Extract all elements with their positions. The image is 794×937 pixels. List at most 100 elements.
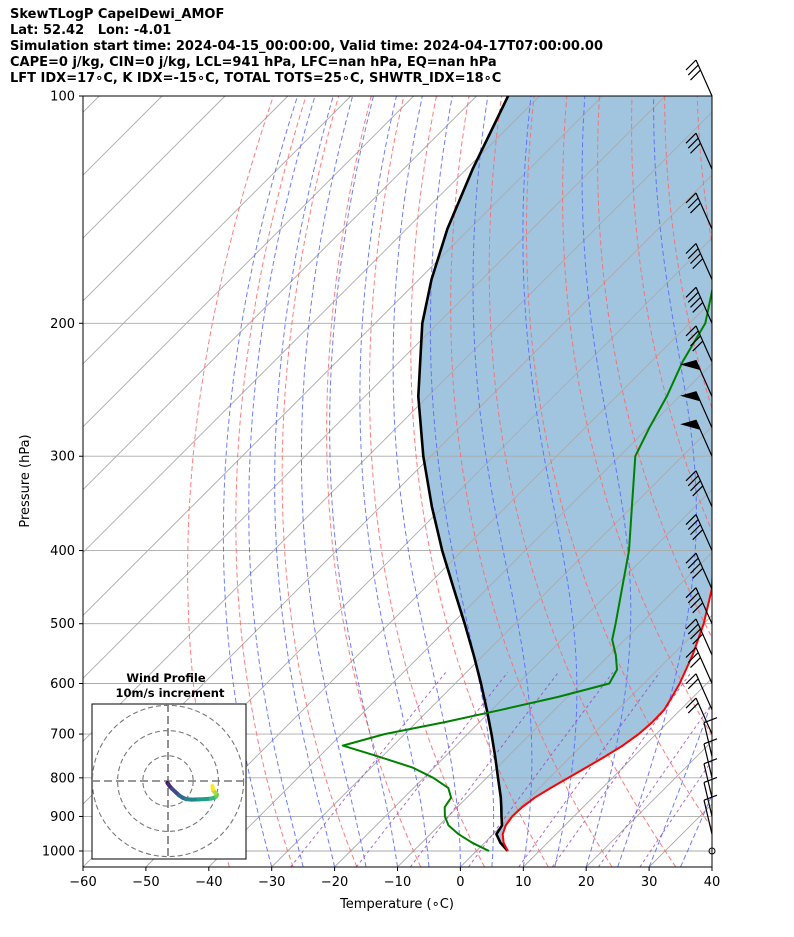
isotherm-line [334,488,712,867]
wind-barb-staff [703,722,713,757]
wind-barb-feather [685,325,697,337]
location-coordinates: Lat: 52.42 Lon: -4.01 [10,23,172,38]
wind-barb [685,647,713,684]
cape-cin-fill [418,96,712,851]
isotherm-line [83,96,540,554]
chart-title: SkewTLogP CapelDewi_AMOF [10,7,225,22]
wind-barb-staff [695,192,713,230]
x-tick-label: −40 [195,875,222,890]
wind-barb-staff [695,132,713,170]
mixing-ratio-line [518,672,661,867]
moist-adiabat-line [522,96,578,867]
wind-barb [680,419,713,457]
axis-ticks: −60 −50 −40 −30 −20 −10 0 10 20 30 40 1000 900 800 700… [42,90,720,891]
wind-barb [685,514,713,551]
wind-barb-feather [703,717,718,724]
wind-barb-staff [695,618,713,656]
moist-adiabat-line [429,96,495,867]
wind-barb-feather [690,657,701,669]
wind-barb [703,738,718,778]
dry-adiabat-line [597,96,712,639]
wind-barb [685,286,713,324]
moist-adiabat-line [617,96,697,867]
moist-adiabat-line [392,96,461,867]
wind-barb-feather [687,623,699,635]
x-tick-label: 40 [704,875,721,890]
simulation-times: Simulation start time: 2024-04-15_00:00:… [10,39,603,54]
wind-barb-feather [690,628,701,640]
isotherm-line [83,96,603,617]
wind-barb-feather [687,702,699,714]
wind-barb-feather [685,243,697,254]
dry-adiabat-line [762,96,794,867]
moist-adiabat-line [329,96,398,867]
cape-cin-fill-layer [418,96,712,851]
wind-barb-feather [692,258,704,270]
wind-barbs [680,59,718,855]
x-tick-label: 10 [515,875,532,890]
wind-barb-feather [687,592,699,604]
stability-parameters: CAPE=0 j/kg, CIN=0 j/kg, LCL=941 hPa, LF… [10,55,497,70]
wind-barb-staff [703,782,713,817]
isotherm-line [83,96,352,365]
x-tick-label: −30 [258,875,285,890]
wind-barb-staff [695,647,713,684]
wind-barb-feather [687,137,699,149]
wind-barb-feather [687,678,699,690]
dry-adiabat-line [696,96,712,247]
wind-barb-feather [690,335,701,347]
wind-barb-feather [685,647,697,658]
wind-barb [685,132,713,170]
moist-adiabat-line [581,96,632,867]
y-tick-label: 700 [50,728,75,743]
x-tick-label: 30 [641,875,658,890]
wind-barb-feather [685,59,697,71]
moist-adiabat-line [222,96,298,867]
mixing-ratio-line [409,672,559,867]
y-axis-label: Pressure (hPa) [18,434,33,527]
moist-adiabat-line [472,96,533,867]
wind-barb [685,192,713,230]
wind-barb-feather [685,470,697,482]
wind-barb-staff [695,514,713,551]
isotherm-line [83,96,477,491]
dry-adiabat-line [664,96,712,411]
moist-adiabat-line [680,793,712,867]
moist-adiabats [222,96,712,867]
x-tick-label: −20 [321,875,348,890]
y-tick-label: 100 [50,90,75,105]
mixing-ratio-line [639,759,712,867]
wind-barb-staff [695,59,713,97]
wind-barb-feather [692,529,704,541]
wind-barb-feather [703,794,718,801]
moist-adiabat-line [248,96,316,867]
wind-barb-feather [685,697,697,709]
wind-barb-feather [687,557,699,569]
moist-adiabat-line [711,865,712,867]
wind-barb-feather [690,524,701,536]
wind-barb-feather [690,296,701,308]
moist-adiabat-line [648,699,712,867]
wind-barb-flag [680,359,701,371]
dry-adiabat-line [488,96,677,867]
inset-title: Wind Profile [126,671,206,685]
wind-barb-feather [692,633,704,645]
wind-barb-feather [690,562,701,574]
parcel-profile-line [417,96,510,852]
wind-barb-feather [685,132,697,144]
wind-barb [685,243,713,280]
wind-barb-feather [703,758,718,765]
wind-barb-feather [687,248,699,259]
wind-barb [685,673,713,710]
dry-adiabat-line [410,96,549,867]
wind-barb-staff [695,243,713,280]
wind-barb [680,359,713,397]
wind-barb-feather [690,202,701,214]
wind-barb-staff [695,470,713,508]
wind-barb-feather [687,291,699,303]
isotherm-line [83,96,289,302]
wind-barb-staff [703,743,713,778]
chart-title-block: SkewTLogP CapelDewi_AMOF Lat: 52.42 Lon:… [10,7,603,87]
wind-barb-feather [685,286,697,298]
wind-barb-feather [692,602,704,614]
